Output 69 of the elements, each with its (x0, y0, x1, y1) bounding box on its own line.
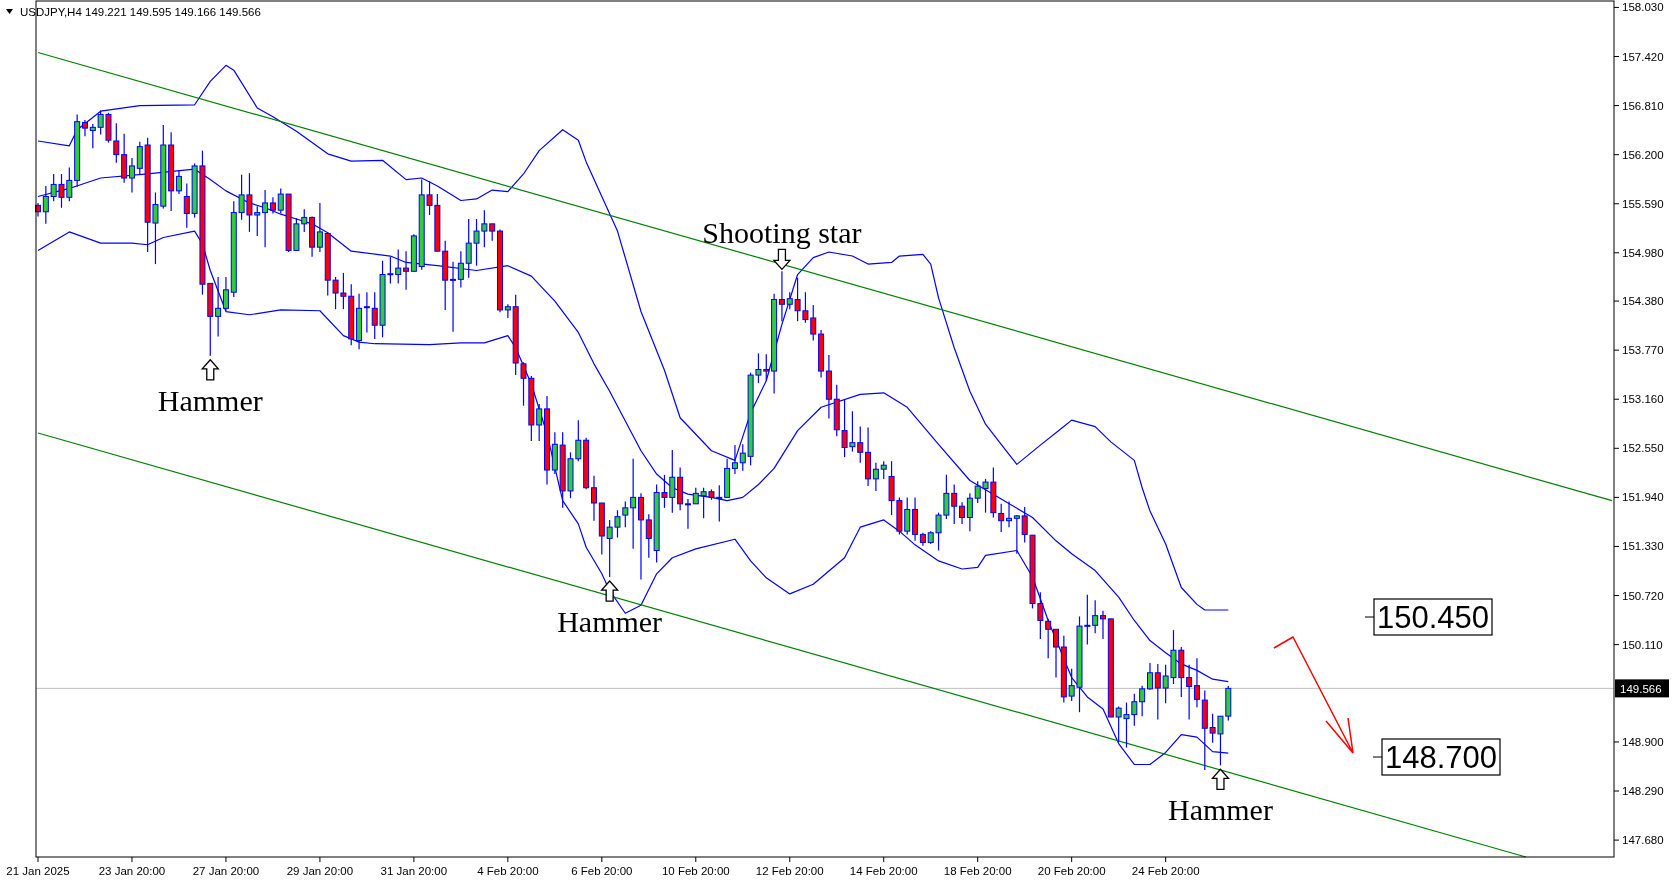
y-tick-label: 154.980 (1622, 246, 1664, 259)
candlestick (637, 492, 644, 581)
y-tick-label: 148.290 (1622, 785, 1664, 798)
annotation: Hammer (157, 383, 263, 417)
candlestick (536, 403, 543, 442)
x-tick-label: 27 Jan 20:00 (192, 865, 260, 877)
ref-line-label: 149.566 (1620, 682, 1662, 695)
x-tick-label: 21 Jan 2025 (6, 865, 70, 877)
y-tick-label: 156.810 (1622, 99, 1664, 112)
candlestick (959, 501, 966, 525)
candlestick (1139, 685, 1146, 717)
y-tick-label: 151.940 (1622, 491, 1664, 504)
x-tick-label: 23 Jan 20:00 (98, 865, 166, 877)
x-tick-label: 24 Feb 20:00 (1131, 865, 1200, 877)
y-tick-label: 153.770 (1622, 344, 1664, 357)
candlestick (1099, 610, 1106, 640)
annotation: Hammer (1167, 793, 1273, 827)
line-series (37, 64, 1229, 611)
candlestick (403, 250, 410, 291)
y-tick-label: 157.420 (1622, 50, 1664, 63)
x-tick-label: 14 Feb 20:00 (849, 865, 918, 877)
candlestick (504, 303, 511, 319)
candlestick (215, 276, 222, 338)
y-tick-label: 150.720 (1622, 589, 1664, 602)
candlestick (590, 475, 597, 522)
candlestick (684, 498, 691, 530)
candlestick (42, 185, 49, 225)
candlestick (998, 503, 1005, 533)
y-tick-label: 156.200 (1622, 148, 1664, 161)
x-tick-label: 12 Feb 20:00 (755, 865, 824, 877)
candlestick (622, 500, 629, 528)
candlestick (872, 462, 879, 492)
x-tick-label: 4 Feb 20:00 (477, 865, 539, 877)
y-tick-label: 152.550 (1622, 442, 1664, 455)
candlestick (222, 276, 229, 312)
candlestick (731, 444, 738, 475)
y-tick-label: 147.680 (1622, 834, 1664, 847)
candlestick (1006, 500, 1013, 528)
candlestick (81, 119, 88, 137)
candlestick (363, 291, 370, 334)
y-tick-label: 150.110 (1622, 638, 1663, 651)
x-tick-label: 29 Jan 20:00 (286, 865, 354, 877)
y-tick-label: 153.160 (1622, 393, 1664, 406)
annotation: Shooting star (702, 216, 862, 250)
x-tick-label: 31 Jan 20:00 (380, 865, 448, 877)
candlestick (316, 202, 323, 253)
candlestick (778, 270, 785, 322)
y-tick-label: 158.030 (1622, 1, 1664, 14)
x-tick-label: 20 Feb 20:00 (1037, 865, 1106, 877)
candlestick (1021, 506, 1028, 544)
candlestick (1146, 662, 1153, 691)
candlestick (262, 189, 269, 248)
candlestick (630, 458, 637, 550)
candlestick (1092, 599, 1099, 634)
candlestick (1013, 514, 1020, 555)
candlestick (966, 492, 973, 532)
y-tick-label: 151.330 (1622, 540, 1664, 553)
chart-title: USDJPY,H4 149.221 149.595 149.166 149.566 (20, 6, 261, 18)
candlestick (1053, 628, 1060, 679)
x-tick-label: 10 Feb 20:00 (661, 865, 730, 877)
x-tick-label: 18 Feb 20:00 (943, 865, 1012, 877)
candlestick (1045, 618, 1052, 659)
annotation: Hammer (557, 605, 663, 639)
x-tick-label: 6 Feb 20:00 (571, 865, 633, 877)
candlestick (450, 261, 457, 333)
y-tick-label: 155.590 (1622, 197, 1664, 210)
y-tick-label: 148.900 (1622, 735, 1664, 748)
y-tick-label: 154.380 (1622, 295, 1664, 308)
candlestick (457, 250, 464, 289)
